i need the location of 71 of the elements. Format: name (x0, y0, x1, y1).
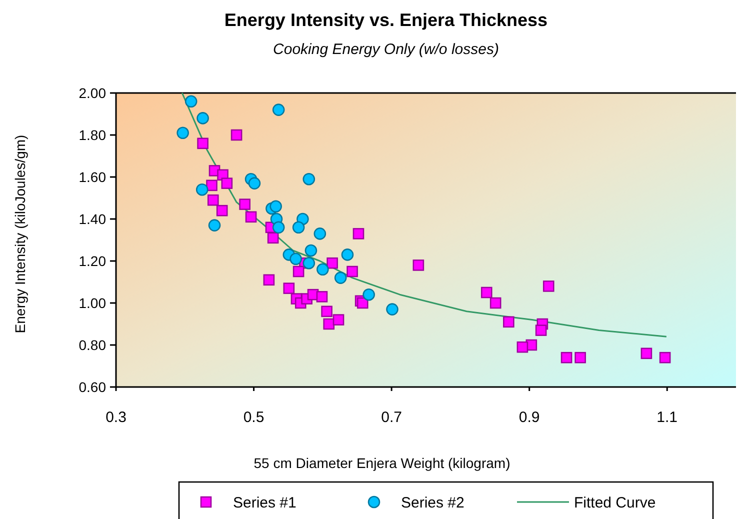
x-tick-label: 0.7 (381, 409, 402, 426)
point (341, 248, 354, 261)
point (216, 204, 228, 216)
point (196, 183, 208, 196)
y-tick-label: 1.40 (78, 210, 106, 227)
point (272, 104, 285, 116)
y-axis-title: Energy Intensity (kiloJoules/gm) (12, 134, 28, 334)
point (283, 282, 295, 294)
point (248, 177, 261, 190)
point (302, 256, 316, 270)
point (346, 266, 358, 278)
point (176, 126, 189, 140)
point (302, 172, 316, 186)
point (196, 112, 209, 124)
point (503, 316, 514, 328)
x-tick-label: 0.9 (518, 409, 540, 426)
point (659, 352, 671, 364)
point (535, 324, 547, 336)
point (640, 348, 652, 360)
legend-label: Series #2 (401, 494, 464, 512)
point (270, 200, 282, 213)
legend-label: Series #1 (233, 494, 296, 512)
point (316, 291, 328, 302)
point (304, 244, 318, 257)
point (263, 274, 275, 286)
point (272, 221, 285, 234)
y-tick-label: 0.60 (78, 378, 106, 395)
point (292, 266, 304, 278)
y-tick-label: 1.00 (78, 294, 106, 311)
point (184, 95, 198, 108)
chart-subtitle: Cooking Energy Only (w/o losses) (273, 41, 499, 58)
x-tick-label: 0.5 (243, 409, 264, 426)
y-tick-label: 1.60 (78, 168, 106, 185)
point (314, 228, 326, 240)
point (574, 352, 586, 364)
point (321, 306, 332, 318)
point (230, 129, 242, 141)
line-series (181, 92, 668, 338)
point (292, 221, 305, 234)
chart-title: Energy Intensity vs. Enjera Thickness (224, 10, 548, 30)
point (316, 263, 329, 276)
x-tick-label: 0.3 (106, 409, 126, 426)
point (560, 352, 572, 364)
point (206, 180, 218, 192)
y-tick-label: 1.80 (78, 126, 106, 143)
point (334, 272, 347, 284)
point (323, 318, 335, 330)
x-tick-label: 1.1 (656, 409, 678, 426)
point (326, 257, 338, 269)
y-tick-label: 0.80 (78, 336, 106, 353)
point (239, 198, 250, 210)
point (245, 211, 257, 223)
y-tick-label: 2.00 (78, 84, 106, 101)
point (290, 252, 302, 266)
legend-label: Fitted Curve (574, 494, 656, 512)
point (332, 314, 344, 326)
point (221, 178, 233, 189)
point (197, 138, 208, 150)
point (490, 297, 502, 309)
point (386, 303, 398, 316)
point (267, 232, 279, 244)
point (208, 219, 221, 232)
point (480, 286, 492, 298)
point (207, 194, 219, 206)
y-tick-label: 1.20 (78, 252, 106, 269)
point (362, 288, 375, 301)
point (542, 280, 554, 292)
point (352, 228, 364, 240)
x-axis-title: 55 cm Diameter Enjera Weight (kilogram) (254, 455, 510, 471)
point (412, 260, 424, 271)
point (516, 341, 528, 353)
